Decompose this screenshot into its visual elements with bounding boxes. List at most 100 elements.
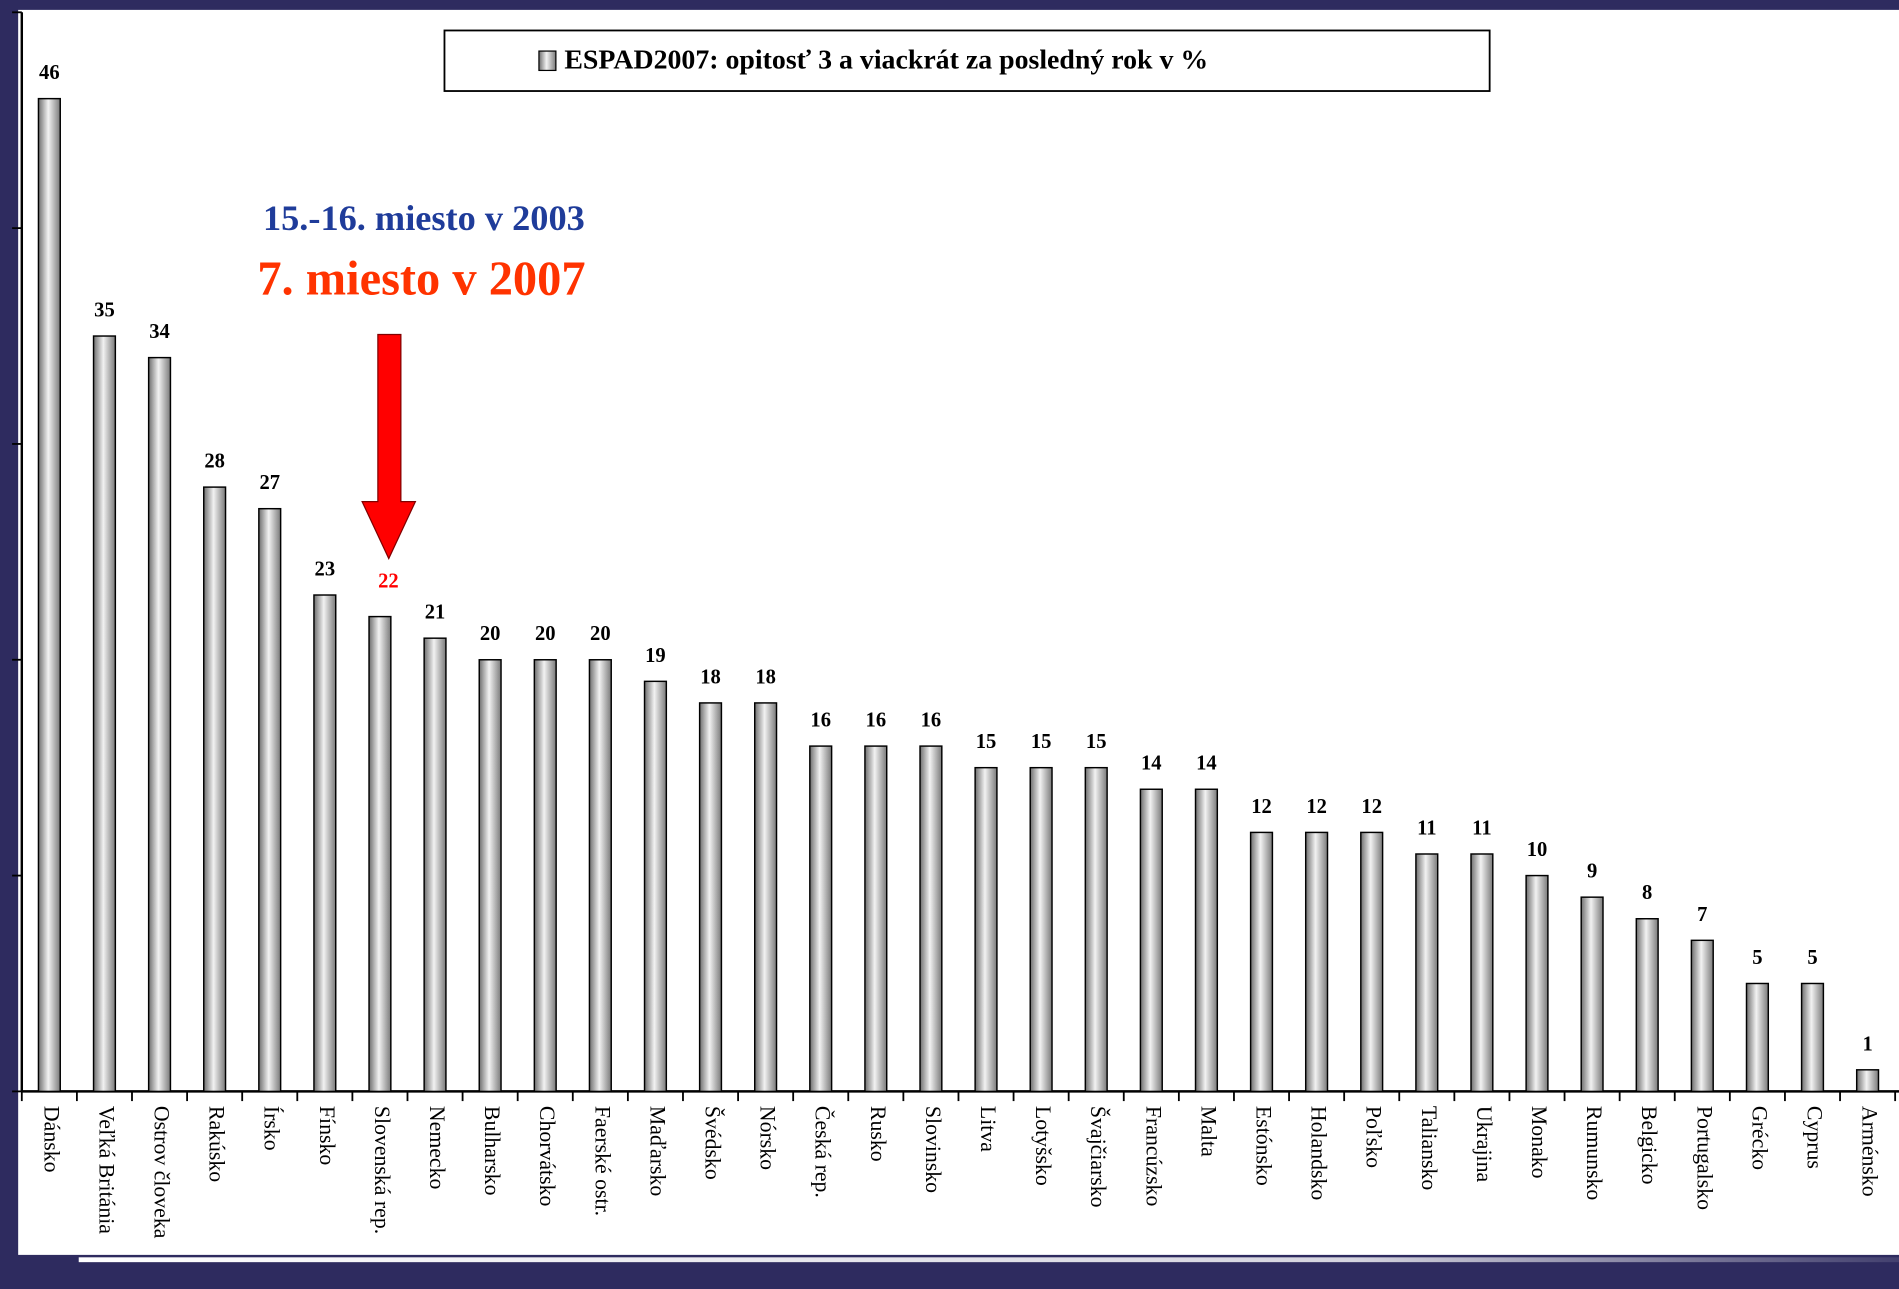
value-label: 22	[378, 570, 399, 592]
bar	[919, 745, 943, 1093]
x-tick-label: Bulharsko	[480, 1106, 504, 1196]
bar	[533, 659, 557, 1093]
x-tick-label: Litva	[976, 1106, 1000, 1152]
value-label: 5	[1752, 947, 1762, 969]
value-label: 12	[1361, 796, 1382, 818]
bar	[423, 637, 447, 1093]
bar	[864, 745, 888, 1093]
value-label: 11	[1472, 817, 1491, 839]
bar	[1084, 766, 1108, 1093]
arrow	[361, 333, 417, 560]
value-label: 28	[204, 451, 225, 473]
bar	[1029, 766, 1053, 1093]
plot-background	[18, 9, 1899, 1255]
x-tick-label: Slovenská rep.	[370, 1106, 394, 1234]
x-tick-label: Rusko	[866, 1106, 890, 1162]
bar	[258, 507, 282, 1093]
value-label: 23	[315, 559, 336, 581]
x-tick-label: Ukrajina	[1472, 1106, 1496, 1183]
legend-swatch	[538, 50, 557, 72]
x-tick-label: Grécko	[1747, 1106, 1771, 1170]
bar	[1415, 853, 1439, 1093]
value-label: 15	[976, 731, 997, 753]
x-tick-label: Nórsko	[756, 1106, 780, 1170]
x-tick-label: Dánsko	[39, 1106, 63, 1173]
value-label: 8	[1642, 882, 1652, 904]
x-tick-label: Poľsko	[1362, 1106, 1386, 1168]
bar	[1360, 831, 1384, 1093]
bar	[1580, 896, 1604, 1093]
value-label: 14	[1196, 753, 1217, 775]
value-label: 27	[259, 472, 280, 494]
bar	[1690, 939, 1714, 1093]
x-tick-label: Ostrov človeka	[150, 1106, 174, 1239]
x-tick-label: Írsko	[260, 1106, 284, 1151]
x-tick-label: Belgicko	[1637, 1106, 1661, 1185]
bar	[1470, 853, 1494, 1093]
value-label: 18	[755, 666, 776, 688]
x-tick-label: Taliansko	[1417, 1106, 1441, 1190]
bar	[203, 486, 227, 1093]
value-label: 7	[1697, 904, 1707, 926]
x-tick-label: Monako	[1527, 1106, 1551, 1179]
x-tick-label: Chorvátsko	[535, 1106, 559, 1207]
bar	[754, 702, 778, 1093]
x-tick-label: Malta	[1196, 1106, 1220, 1157]
value-label: 12	[1306, 796, 1327, 818]
bar	[313, 594, 337, 1093]
value-label: 20	[535, 623, 556, 645]
bar	[1194, 788, 1219, 1093]
footer-line	[78, 1257, 1899, 1263]
x-tick-label: Švajčiarsko	[1086, 1106, 1110, 1208]
bar	[92, 335, 117, 1093]
x-tick-label: Estónsko	[1252, 1106, 1276, 1186]
value-label: 12	[1251, 796, 1272, 818]
x-tick-label: Rumunsko	[1582, 1106, 1606, 1201]
x-tick-label: Lotyšsko	[1031, 1106, 1055, 1186]
x-tick-label: Francúzsko	[1141, 1106, 1165, 1207]
value-label: 46	[39, 62, 60, 84]
legend-label: ESPAD2007: opitosť 3 a viackrát za posle…	[564, 44, 1208, 75]
x-tick-label: Portugalsko	[1692, 1106, 1716, 1210]
value-label: 11	[1417, 817, 1436, 839]
value-label: 5	[1807, 947, 1817, 969]
value-label: 19	[645, 645, 666, 667]
bar	[147, 356, 172, 1093]
bar	[1304, 831, 1329, 1093]
value-label: 16	[810, 710, 831, 732]
legend-box	[443, 29, 1491, 92]
value-label: 14	[1141, 753, 1162, 775]
annotation: 15.-16. miesto v 2003	[263, 198, 585, 238]
x-tick-label: Švédsko	[701, 1106, 725, 1180]
bar	[1745, 982, 1770, 1093]
bar	[974, 766, 998, 1093]
value-label: 9	[1587, 861, 1597, 883]
value-label: 20	[480, 623, 501, 645]
x-tick-label: Faerské ostr.	[590, 1106, 614, 1216]
x-tick-label: Česká rep.	[811, 1106, 835, 1198]
value-label: 18	[700, 666, 721, 688]
value-label: 16	[866, 710, 887, 732]
bar	[1855, 1069, 1880, 1093]
x-tick-label: Arménsko	[1858, 1106, 1882, 1197]
bar	[588, 659, 612, 1093]
bar	[1249, 831, 1274, 1093]
x-tick-label: Veľká Británia	[94, 1106, 118, 1234]
value-label: 15	[1086, 731, 1107, 753]
value-label: 16	[921, 710, 942, 732]
value-label: 34	[149, 321, 170, 343]
bar	[698, 702, 723, 1093]
x-tick-label: Nemecko	[425, 1106, 449, 1190]
value-label: 10	[1527, 839, 1548, 861]
bar	[368, 615, 392, 1093]
bar	[1635, 918, 1659, 1093]
x-tick-label: Cyprus	[1802, 1106, 1826, 1169]
bar	[478, 659, 502, 1093]
value-label: 35	[94, 300, 115, 322]
value-label: 15	[1031, 731, 1052, 753]
bar	[809, 745, 833, 1093]
x-tick-label: Maďarsko	[645, 1106, 669, 1196]
x-tick-label: Rakúsko	[205, 1106, 229, 1182]
